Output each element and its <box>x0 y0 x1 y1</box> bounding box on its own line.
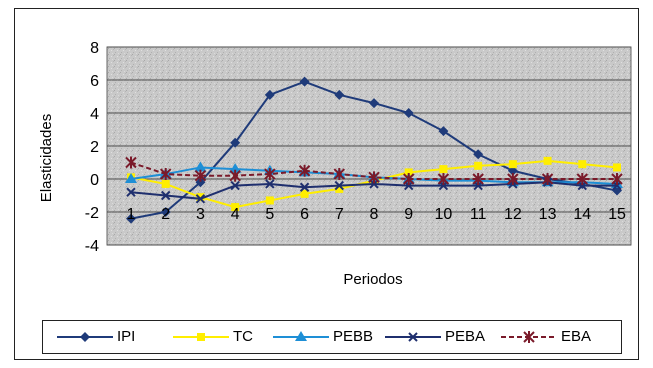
data-point <box>335 184 344 193</box>
data-point <box>523 331 535 343</box>
legend-label: PEBA <box>445 328 486 345</box>
x-tick-label: 1 <box>127 206 136 223</box>
data-point <box>160 207 171 217</box>
legend-label: IPI <box>117 328 136 345</box>
data-point <box>508 160 517 169</box>
data-point <box>439 165 448 174</box>
x-tick-label: 6 <box>300 206 309 223</box>
data-point <box>126 213 136 224</box>
data-point <box>161 190 171 201</box>
legend-swatch <box>173 333 229 341</box>
legend-swatch <box>501 331 557 343</box>
data-point <box>403 108 414 118</box>
data-point <box>613 163 621 172</box>
y-tick-label: 8 <box>90 40 99 57</box>
data-point <box>578 160 587 169</box>
x-tick-label: 5 <box>265 206 274 223</box>
data-point <box>265 196 274 205</box>
y-tick-label: 0 <box>90 172 99 189</box>
y-tick-label: -4 <box>85 238 99 255</box>
y-tick-label: 2 <box>90 139 99 156</box>
x-tick-label: 3 <box>196 206 205 223</box>
data-point <box>194 161 207 172</box>
data-point <box>334 180 344 191</box>
x-tick-label: 4 <box>231 206 240 223</box>
data-point <box>126 187 136 197</box>
legend-label: EBA <box>561 328 592 345</box>
x-tick-label: 8 <box>370 206 379 223</box>
data-point <box>576 173 588 185</box>
data-point <box>195 177 206 188</box>
data-point <box>333 168 345 181</box>
data-point <box>80 332 90 342</box>
data-point <box>438 126 449 137</box>
x-tick-label: 7 <box>335 206 344 223</box>
x-axis-title: Periodos <box>343 271 402 288</box>
x-tick-label: 10 <box>435 206 453 223</box>
data-point <box>125 173 137 183</box>
data-point <box>229 169 241 182</box>
series-line <box>130 161 617 180</box>
y-tick-label: -2 <box>85 205 99 222</box>
data-point <box>125 156 137 169</box>
x-tick-label: 15 <box>608 206 626 223</box>
data-point <box>264 89 275 100</box>
data-point <box>229 163 242 174</box>
data-point <box>507 173 519 185</box>
data-point <box>334 89 345 100</box>
legend-swatch <box>273 331 329 341</box>
data-point <box>611 173 623 185</box>
data-point <box>368 171 380 184</box>
x-tick-label: 13 <box>539 206 557 223</box>
y-tick-label: 4 <box>90 106 99 123</box>
data-point <box>231 203 240 212</box>
x-tick-label: 9 <box>404 206 413 223</box>
y-tick-label: 6 <box>90 73 99 90</box>
data-point <box>194 169 207 182</box>
data-point <box>196 193 205 202</box>
legend-label: TC <box>233 328 253 345</box>
data-point <box>160 168 172 181</box>
data-point <box>437 173 450 185</box>
data-point <box>197 333 205 341</box>
data-point <box>300 189 309 198</box>
data-point <box>473 149 484 160</box>
data-point <box>474 161 483 170</box>
data-point <box>265 179 275 189</box>
x-tick-label: 11 <box>470 206 487 223</box>
data-point <box>195 194 206 204</box>
data-point <box>298 164 311 177</box>
data-point <box>230 137 241 148</box>
data-point <box>299 76 310 87</box>
legend-swatch <box>385 332 441 342</box>
x-tick-label: 14 <box>573 206 591 223</box>
data-point <box>408 332 418 342</box>
series-eba <box>125 156 623 185</box>
x-tick-label: 2 <box>161 206 170 223</box>
data-point <box>230 180 240 191</box>
data-point <box>161 179 170 188</box>
data-point <box>472 173 484 185</box>
data-point <box>299 182 310 192</box>
data-point <box>543 156 552 165</box>
y-axis-title: Elasticidades <box>38 114 55 202</box>
data-point <box>295 331 307 341</box>
data-point <box>404 168 413 177</box>
legend-label: PEBB <box>333 328 374 345</box>
legend: IPI TC PEBB PEBA EBA <box>42 320 622 354</box>
legend-swatch <box>57 332 113 342</box>
data-point <box>369 98 379 109</box>
data-point <box>507 165 518 176</box>
data-point <box>541 173 554 185</box>
data-point <box>264 168 276 181</box>
data-point <box>403 173 415 185</box>
x-tick-label: 12 <box>504 206 522 223</box>
